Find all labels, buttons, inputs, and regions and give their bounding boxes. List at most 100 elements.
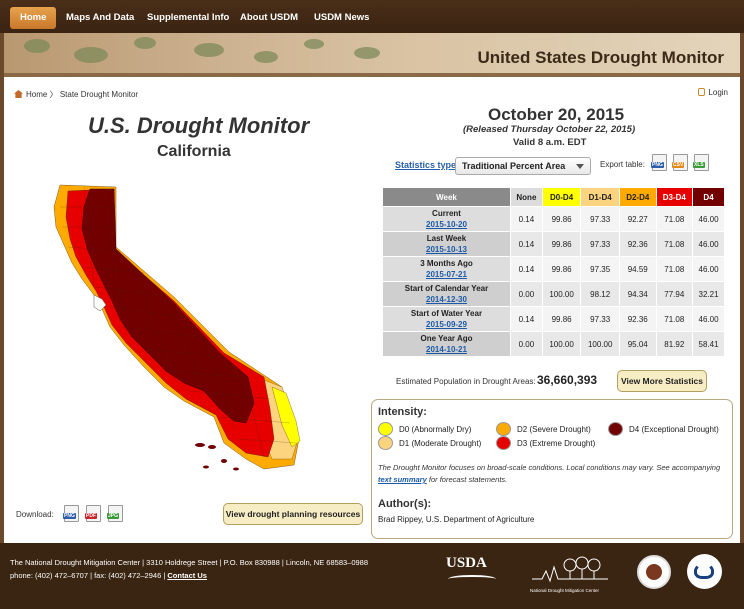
population-label: Estimated Population in Drought Areas: [396,377,536,386]
value-cell: 32.21 [692,281,725,307]
value-cell: 0.14 [509,256,543,282]
login-label[interactable]: Login [708,88,728,97]
week-date-link[interactable]: 2015-10-13 [426,245,467,254]
legend-text-d4: D4 (Exceptional Drought) [629,425,719,434]
download-jpg-icon[interactable]: JPG [107,505,123,522]
export-table-label: Export table: [600,160,645,169]
week-date-link[interactable]: 2015-07-21 [426,270,467,279]
value-cell: 0.00 [509,331,543,357]
breadcrumb-home[interactable]: Home [26,90,48,99]
text-summary-link[interactable]: text summary [378,475,427,484]
value-cell: 46.00 [692,231,725,257]
nav-about-usdm[interactable]: About USDM [240,12,299,23]
report-date: October 20, 2015 [488,105,625,124]
map-subtitle: California [157,143,231,160]
author-title: Author(s): [378,498,432,510]
usda-logo[interactable]: USDA [446,555,498,589]
value-cell: 46.00 [692,306,725,332]
banner-shrub [304,39,324,49]
nav-maps-and-data[interactable]: Maps And Data [66,12,135,23]
home-icon[interactable] [14,90,23,98]
export-png-icon[interactable]: PNG [651,154,667,171]
value-cell: 97.35 [580,256,620,282]
download-png-tag: PNG [63,513,76,519]
footer: The National Drought Mitigation Center |… [0,543,744,609]
week-date-link[interactable]: 2015-10-20 [426,220,467,229]
value-cell: 100.00 [541,281,582,307]
legend-note-prefix: The Drought Monitor focuses on broad-sca… [378,463,721,472]
week-date-link[interactable]: 2014-10-21 [426,345,467,354]
value-cell: 92.36 [618,231,657,257]
value-cell: 77.94 [655,281,694,307]
main-content: Home 〉 State Drought Monitor Login U.S. … [4,77,740,543]
week-cell: One Year Ago 2014-10-21 [382,331,511,357]
california-drought-map[interactable] [24,177,334,477]
view-more-statistics-button[interactable]: View More Statistics [617,370,707,392]
week-label: Current [432,209,461,218]
value-cell: 0.14 [509,231,543,257]
nav-home[interactable]: Home [10,7,57,29]
chevron-down-icon [576,164,584,169]
table-row: Start of Water Year 2015-09-29 0.14 99.86 97… [382,306,725,332]
drought-planning-button[interactable]: View drought planning resources [223,503,363,525]
usda-leaf-icon [448,575,496,583]
download-pdf-icon[interactable]: PDF [85,505,101,522]
banner-title: United States Drought Monitor [477,48,724,67]
week-cell: 3 Months Ago 2015-07-21 [382,256,511,282]
week-date-link[interactable]: 2015-09-29 [426,320,467,329]
commerce-seal-icon[interactable] [637,555,671,589]
nav-supplemental-info[interactable]: Supplemental Info [147,12,230,23]
value-cell: 46.00 [692,206,725,232]
week-cell: Last Week 2015-10-13 [382,231,511,257]
map-county-lines [60,186,297,458]
statistics-type-select[interactable]: Traditional Percent Area [455,157,591,175]
drought-statistics-table: Week None D0-D4 D1-D4 D2-D4 D3-D4 D4 Current 20… [382,187,725,357]
value-cell: 46.00 [692,256,725,282]
column-header-none: None [509,187,543,207]
column-header-d1-d4: D1-D4 [580,187,620,207]
download-png-icon[interactable]: PNG [63,505,79,522]
ndmc-logo[interactable]: National Drought Mitigation Center [530,553,610,593]
value-cell: 92.27 [618,206,657,232]
export-xls-icon[interactable]: XLS [693,154,709,171]
column-header-d2-d4: D2-D4 [618,187,657,207]
export-png-tag: PNG [651,162,664,168]
statistics-type-label[interactable]: Statistics type: [395,160,460,170]
table-row: Start of Calendar Year 2014-12-30 0.00 100.… [382,281,725,307]
footer-contact: phone: (402) 472–6707 | fax: (402) 472–2… [10,571,207,580]
login-link[interactable]: Login [698,88,728,97]
export-xls-tag: XLS [693,162,705,168]
noaa-bird-icon [694,563,714,579]
banner-band [4,73,740,77]
top-nav: Home Maps And Data Supplemental Info Abo… [0,0,744,33]
noaa-logo-icon[interactable] [687,554,722,589]
download-label: Download: [16,510,54,519]
value-cell: 99.86 [541,256,582,282]
legend-swatch-d4 [608,422,623,436]
map-region-d0 [271,386,301,448]
export-csv-icon[interactable]: CSV [672,154,688,171]
column-header-d3-d4: D3-D4 [655,187,694,207]
table-row: Last Week 2015-10-13 0.14 99.86 97.33 92.36 71… [382,231,725,257]
table-row: 3 Months Ago 2015-07-21 0.14 99.86 97.35 94.5… [382,256,725,282]
week-date-link[interactable]: 2014-12-30 [426,295,467,304]
week-label: 3 Months Ago [420,259,473,268]
week-label: Start of Water Year [410,309,483,318]
nav-usdm-news[interactable]: USDM News [314,12,370,23]
value-cell: 97.33 [580,206,620,232]
release-date: (Released Thursday October 22, 2015) [463,124,636,135]
value-cell: 81.92 [655,331,694,357]
usda-logo-text: USDA [446,555,487,571]
download-pdf-tag: PDF [85,513,97,519]
column-header-week: Week [382,187,511,207]
contact-us-link[interactable]: Contact Us [167,571,207,580]
valid-time: Valid 8 a.m. EDT [513,137,587,148]
legend-note-suffix: for forecast statements. [426,475,508,484]
legend-title: Intensity: [378,406,427,418]
ndmc-logo-text: National Drought Mitigation Center [530,588,600,593]
value-cell: 71.08 [655,256,694,282]
breadcrumb-current: State Drought Monitor [59,90,139,99]
statistics-type-value: Traditional Percent Area [462,161,566,171]
value-cell: 98.12 [580,281,620,307]
